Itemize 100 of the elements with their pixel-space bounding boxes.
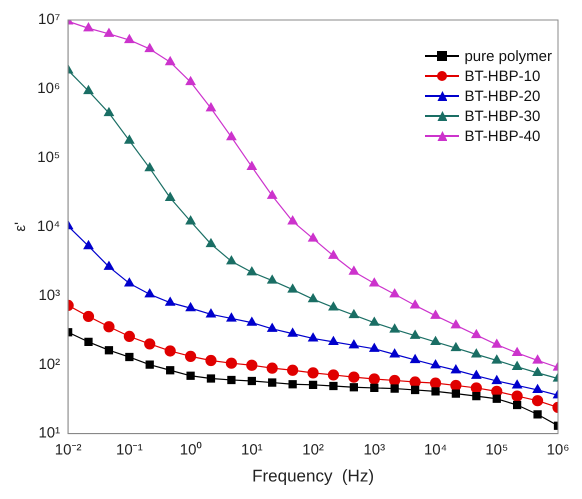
point <box>369 343 380 352</box>
point <box>308 232 318 242</box>
point <box>267 190 278 199</box>
point <box>512 347 522 356</box>
point <box>288 328 298 337</box>
point <box>246 317 257 326</box>
point <box>410 330 420 339</box>
point <box>348 340 359 348</box>
y-axis-title: ε' <box>12 222 30 232</box>
point <box>226 358 238 369</box>
point <box>369 317 380 326</box>
point <box>186 372 195 380</box>
point <box>186 76 196 86</box>
point <box>246 266 257 276</box>
point <box>124 135 134 144</box>
x-tick-label: 10³ <box>363 442 386 459</box>
y-tick-label: 10³ <box>38 286 60 304</box>
legend-label: BT-HBP-10 <box>464 68 540 84</box>
point <box>165 192 176 201</box>
x-tick-label: 10⁴ <box>424 442 448 459</box>
point <box>430 378 442 389</box>
point <box>308 294 318 302</box>
point <box>206 238 216 248</box>
point <box>390 324 400 333</box>
point <box>328 250 338 259</box>
point <box>82 310 94 322</box>
point <box>104 261 114 270</box>
point <box>471 370 482 379</box>
y-tick-label: 10⁵ <box>37 149 60 166</box>
point <box>430 360 440 368</box>
point <box>103 321 115 332</box>
point <box>450 320 461 328</box>
legend-label: BT-HBP-30 <box>464 108 540 124</box>
point <box>144 338 156 350</box>
point <box>308 380 318 389</box>
y-tick-label: 10¹ <box>38 424 60 442</box>
point <box>532 367 543 376</box>
point <box>84 338 93 346</box>
y-tick-label: 10⁶ <box>37 80 60 98</box>
point <box>227 376 236 384</box>
point <box>512 380 522 389</box>
legend-label: BT-HBP-40 <box>464 128 540 144</box>
point <box>84 22 94 32</box>
legend-label: BT-HBP-20 <box>464 88 540 104</box>
point <box>390 384 399 393</box>
point <box>144 162 155 172</box>
point <box>144 288 155 298</box>
point <box>452 390 460 398</box>
point <box>104 107 114 116</box>
point <box>329 382 338 390</box>
point <box>390 288 400 298</box>
legend-label: pure polymer <box>464 48 552 64</box>
point <box>125 352 134 362</box>
point <box>533 410 542 419</box>
x-tick-label: 10² <box>302 442 324 459</box>
point <box>328 302 338 311</box>
x-tick-label: 10¹ <box>240 442 263 459</box>
x-tick-label: 10⁵ <box>485 442 508 459</box>
point <box>185 350 196 362</box>
point <box>532 354 543 364</box>
point <box>246 161 257 170</box>
point <box>370 384 378 392</box>
point <box>512 400 522 410</box>
point <box>492 394 501 403</box>
point <box>84 85 94 94</box>
point <box>124 330 135 342</box>
point <box>368 373 380 385</box>
point <box>532 384 543 394</box>
point <box>146 360 154 369</box>
point <box>144 43 155 52</box>
point <box>471 348 482 358</box>
y-tick-label: 10⁴ <box>36 218 60 235</box>
point <box>267 323 278 332</box>
point <box>124 278 134 286</box>
point <box>104 28 114 37</box>
point <box>410 386 420 394</box>
point <box>492 339 502 348</box>
point <box>288 216 298 224</box>
x-tick-label: 10⁻¹ <box>116 442 143 459</box>
point <box>472 392 480 400</box>
point <box>410 354 420 364</box>
point <box>164 345 176 357</box>
point <box>268 378 276 387</box>
point <box>450 342 461 352</box>
y-tick-label: 10² <box>38 356 60 373</box>
point <box>410 300 420 308</box>
point <box>104 346 114 354</box>
point <box>206 102 216 112</box>
point <box>226 132 236 140</box>
x-tick-label: 10⁰ <box>180 442 202 459</box>
point <box>267 274 278 284</box>
point <box>226 256 236 264</box>
point <box>287 364 298 376</box>
point <box>186 216 196 224</box>
point <box>307 367 319 378</box>
point <box>350 383 358 392</box>
point <box>206 308 216 318</box>
point <box>471 329 482 338</box>
y-tick-label: 10⁷ <box>38 11 60 28</box>
point <box>165 297 176 306</box>
